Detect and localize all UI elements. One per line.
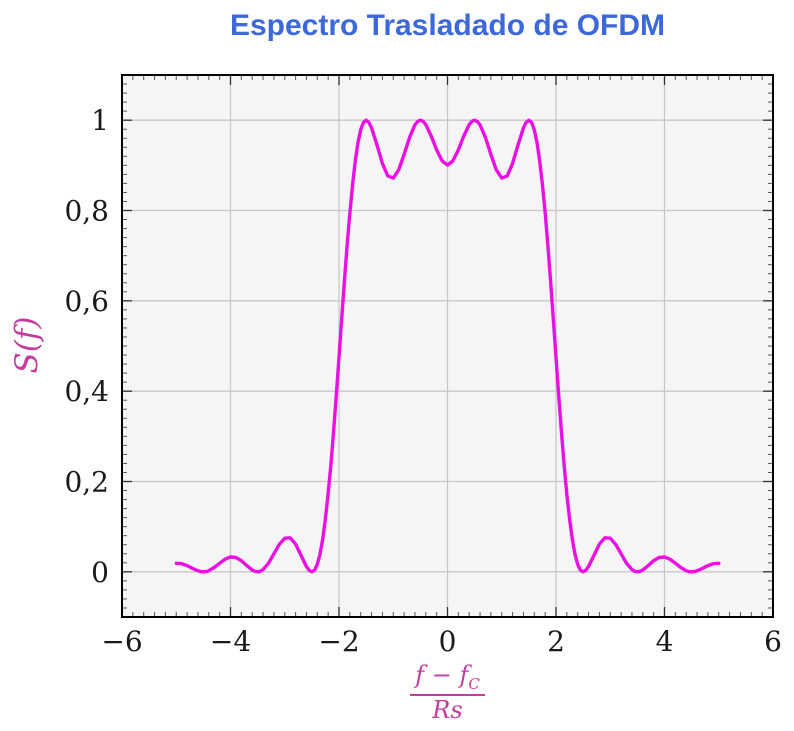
svg-text:0: 0 bbox=[91, 556, 109, 589]
major-ticks bbox=[121, 75, 774, 617]
svg-text:6: 6 bbox=[764, 625, 782, 658]
svg-text:0: 0 bbox=[439, 625, 457, 658]
x-axis-label: f − fC Rs bbox=[122, 661, 773, 725]
fraction-denominator: Rs bbox=[432, 696, 463, 725]
svg-text:4: 4 bbox=[656, 625, 674, 658]
svg-text:0,4: 0,4 bbox=[64, 375, 109, 408]
svg-text:−4: −4 bbox=[210, 625, 251, 658]
svg-text:0,8: 0,8 bbox=[64, 195, 109, 228]
spectrum-curve bbox=[174, 118, 721, 574]
svg-text:0,6: 0,6 bbox=[64, 285, 109, 318]
x-tick-labels: −6 −4 −2 0 2 4 6 bbox=[101, 625, 782, 658]
fraction-numerator: f − fC bbox=[410, 661, 485, 697]
y-tick-labels: 0 0,2 0,4 0,6 0,8 1 bbox=[64, 104, 109, 589]
plot-frame bbox=[121, 74, 774, 618]
chart-title: Espectro Trasladado de OFDM bbox=[229, 9, 666, 42]
x-axis-fraction: f − fC Rs bbox=[410, 661, 485, 725]
svg-text:−2: −2 bbox=[318, 625, 359, 658]
svg-text:2: 2 bbox=[547, 625, 565, 658]
svg-text:0,2: 0,2 bbox=[64, 466, 109, 499]
svg-text:−6: −6 bbox=[101, 625, 142, 658]
y-axis-label: S(f) bbox=[9, 316, 45, 374]
svg-text:1: 1 bbox=[91, 104, 109, 137]
